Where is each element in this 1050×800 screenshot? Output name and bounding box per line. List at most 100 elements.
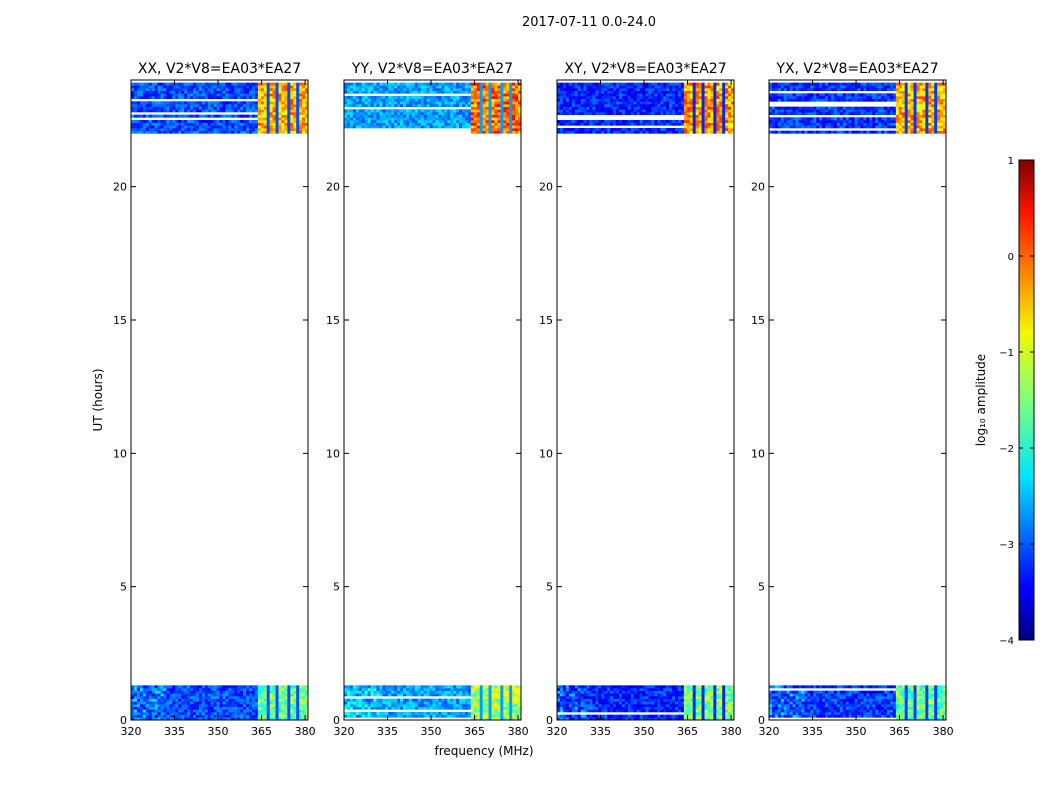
heatmap-cell (651, 704, 655, 707)
heatmap-cell (518, 112, 522, 115)
heatmap-cell (131, 101, 135, 105)
heatmap-cell (704, 688, 708, 691)
heatmap-cell (349, 685, 354, 689)
heatmap-cell (370, 104, 374, 107)
heatmap-cell (482, 704, 486, 707)
heatmap-cell (420, 104, 425, 107)
heatmap-cell (385, 706, 389, 710)
heatmap-cell (719, 706, 723, 710)
heatmap-cell (139, 685, 144, 689)
heatmap-cell (479, 704, 484, 707)
heatmap-cell (225, 698, 229, 702)
heatmap-cell (296, 712, 300, 715)
heatmap-cell (346, 101, 351, 105)
heatmap-cell (249, 109, 253, 113)
heatmap-cell (302, 685, 306, 689)
heatmap-cell (630, 709, 635, 713)
heatmap-cell (420, 117, 425, 121)
heatmap-cell (275, 128, 279, 131)
heatmap-cell (249, 701, 253, 705)
heatmap-cell (210, 104, 214, 107)
heatmap-cell (139, 690, 144, 694)
heatmap-cell (677, 688, 682, 691)
heatmap-cell (379, 712, 383, 715)
heatmap-cell (518, 106, 522, 110)
heatmap-cell (491, 704, 495, 707)
heatmap-cell (251, 88, 256, 91)
heatmap-cell (175, 122, 179, 126)
heatmap-cell (382, 685, 386, 689)
heatmap-cell (290, 130, 294, 134)
heatmap-cell (624, 704, 629, 707)
heatmap-cell (284, 93, 288, 97)
heatmap-cell (216, 125, 220, 129)
heatmap-cell (444, 82, 448, 86)
heatmap-cell (364, 85, 368, 89)
heatmap-cell (716, 122, 720, 126)
heatmap-cell (453, 714, 457, 718)
heatmap-cell (213, 714, 217, 718)
heatmap-cell (263, 712, 268, 715)
heatmap-cell (243, 690, 247, 694)
heatmap-cell (237, 125, 241, 129)
heatmap-cell (195, 717, 200, 721)
heatmap-cell (459, 96, 463, 99)
heatmap-cell (160, 90, 164, 94)
heatmap-cell (633, 93, 638, 97)
heatmap-cell (139, 706, 144, 710)
heatmap-cell (148, 128, 153, 131)
heatmap-cell (680, 701, 685, 705)
heatmap-cell (509, 106, 513, 110)
heatmap-cell (195, 128, 200, 131)
heatmap-cell (518, 90, 522, 94)
heatmap-cell (344, 96, 348, 99)
heatmap-cell (423, 704, 427, 707)
heatmap-cell (349, 712, 354, 715)
heatmap-cell (184, 130, 188, 134)
heatmap-cell (704, 712, 708, 715)
heatmap-cell (249, 714, 253, 718)
heatmap-cell (704, 717, 708, 721)
heatmap-cell (154, 101, 158, 105)
heatmap-cell (598, 717, 602, 721)
heatmap-cell (435, 685, 439, 689)
heatmap-cell (444, 698, 448, 702)
heatmap-cell (136, 101, 141, 105)
heatmap-cell (344, 109, 348, 113)
heatmap-cell (610, 101, 614, 105)
heatmap-cell (586, 693, 590, 697)
heatmap-cell (577, 709, 581, 713)
heatmap-cell (260, 82, 265, 86)
heatmap-cell (722, 717, 726, 721)
heatmap-cell (497, 693, 501, 697)
heatmap-cell (701, 112, 705, 115)
heatmap-cell (666, 122, 670, 126)
heatmap-cell (379, 88, 383, 91)
heatmap-cell (237, 685, 241, 689)
heatmap-cell (515, 109, 519, 113)
heatmap-cell (142, 125, 147, 129)
heatmap-cell (260, 704, 265, 707)
heatmap-cell (476, 690, 481, 694)
heatmap-cell (621, 693, 626, 697)
heatmap-cell (373, 712, 377, 715)
heatmap-cell (142, 712, 147, 715)
heatmap-cell (672, 717, 676, 721)
heatmap-cell (305, 690, 309, 694)
heatmap-cell (574, 709, 579, 713)
heatmap-cell (713, 98, 717, 102)
heatmap-cell (500, 696, 504, 699)
heatmap-cell (151, 698, 155, 702)
heatmap-cell (577, 120, 581, 123)
heatmap-cell (713, 114, 717, 118)
heatmap-cell (426, 112, 430, 115)
heatmap-cell (482, 717, 486, 721)
heatmap-cell (636, 93, 640, 97)
heatmap-cell (444, 101, 448, 105)
heatmap-cell (166, 106, 170, 110)
heatmap-cell (195, 704, 200, 707)
heatmap-cell (287, 698, 291, 702)
heatmap-cell (417, 96, 422, 99)
heatmap-cell (568, 112, 573, 115)
heatmap-cell (506, 85, 510, 89)
